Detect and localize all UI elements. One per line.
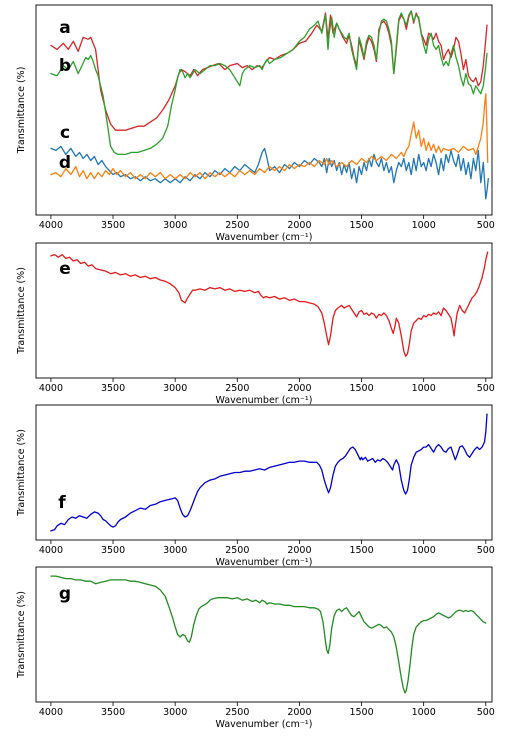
y-axis-label: Transmittance (%) [16, 591, 27, 679]
series-label-f: f [58, 493, 66, 513]
x-tick-label-2000: 2000 [287, 545, 311, 556]
x-tick-label-2500: 2500 [225, 383, 249, 394]
series-line-b [50, 10, 488, 156]
x-tick-label-3000: 3000 [163, 383, 187, 394]
x-tick-label-1500: 1500 [349, 545, 373, 556]
series-label-g: g [59, 584, 71, 604]
x-tick-label-2500: 2500 [225, 707, 249, 718]
x-axis-label: Wavenumber (cm⁻¹) [216, 395, 313, 406]
x-tick-label-3000: 3000 [163, 707, 187, 718]
plot-frame [35, 566, 493, 703]
x-tick-label-1000: 1000 [412, 545, 436, 556]
x-tick-label-500: 500 [477, 220, 495, 231]
x-axis-label: Wavenumber (cm⁻¹) [216, 719, 313, 730]
x-tick-label-1500: 1500 [349, 707, 373, 718]
series-line-f [50, 413, 488, 532]
x-axis-label: Wavenumber (cm⁻¹) [216, 557, 313, 568]
x-tick-label-4000: 4000 [39, 707, 63, 718]
chart-panel-2: 4000 3500 3000 2500 2000 1500 1000 500 Wavenumbe… [16, 242, 495, 406]
x-tick-label-2500: 2500 [225, 220, 249, 231]
series-line-g [50, 575, 487, 694]
x-tick-label-1500: 1500 [349, 220, 373, 231]
x-tick-label-1000: 1000 [412, 220, 436, 231]
series-label-d: d [59, 153, 71, 173]
x-tick-label-1500: 1500 [349, 383, 373, 394]
series-label-a: a [59, 18, 70, 38]
series-line-d [50, 93, 489, 180]
x-tick-label-3500: 3500 [101, 383, 125, 394]
x-tick-label-3000: 3000 [163, 545, 187, 556]
series-line-c [50, 145, 489, 200]
x-tick-label-1000: 1000 [412, 707, 436, 718]
x-tick-label-3000: 3000 [163, 220, 187, 231]
x-tick-label-3500: 3500 [101, 707, 125, 718]
y-axis-label: Transmittance (%) [16, 429, 27, 517]
x-tick-label-500: 500 [477, 383, 495, 394]
x-tick-label-4000: 4000 [39, 220, 63, 231]
x-tick-label-3500: 3500 [101, 220, 125, 231]
series-label-b: b [59, 56, 71, 76]
series-label-e: e [59, 259, 71, 279]
x-tick-label-3500: 3500 [101, 545, 125, 556]
x-tick-label-2000: 2000 [287, 707, 311, 718]
chart-panel-4: 4000 3500 3000 2500 2000 1500 1000 500 Wavenumbe… [16, 566, 495, 730]
x-tick-label-4000: 4000 [39, 383, 63, 394]
x-tick-label-2000: 2000 [287, 220, 311, 231]
plot-frame [35, 404, 493, 541]
series-line-a [50, 10, 488, 131]
chart-panel-1: 4000 3500 3000 2500 2000 1500 1000 500 Wavenumbe… [16, 4, 495, 243]
x-tick-label-4000: 4000 [39, 545, 63, 556]
x-tick-label-1000: 1000 [412, 383, 436, 394]
chart-panel-3: 4000 3500 3000 2500 2000 1500 1000 500 Wavenumbe… [16, 404, 495, 568]
plot-frame [35, 242, 493, 379]
y-axis-label: Transmittance (%) [16, 67, 27, 155]
series-label-c: c [60, 123, 70, 143]
x-axis-label: Wavenumber (cm⁻¹) [216, 232, 313, 243]
x-tick-label-500: 500 [477, 707, 495, 718]
plot-frame [35, 4, 493, 216]
x-tick-label-500: 500 [477, 545, 495, 556]
x-tick-label-2500: 2500 [225, 545, 249, 556]
x-tick-label-2000: 2000 [287, 383, 311, 394]
y-axis-label: Transmittance (%) [16, 267, 27, 355]
series-line-e [50, 251, 489, 357]
